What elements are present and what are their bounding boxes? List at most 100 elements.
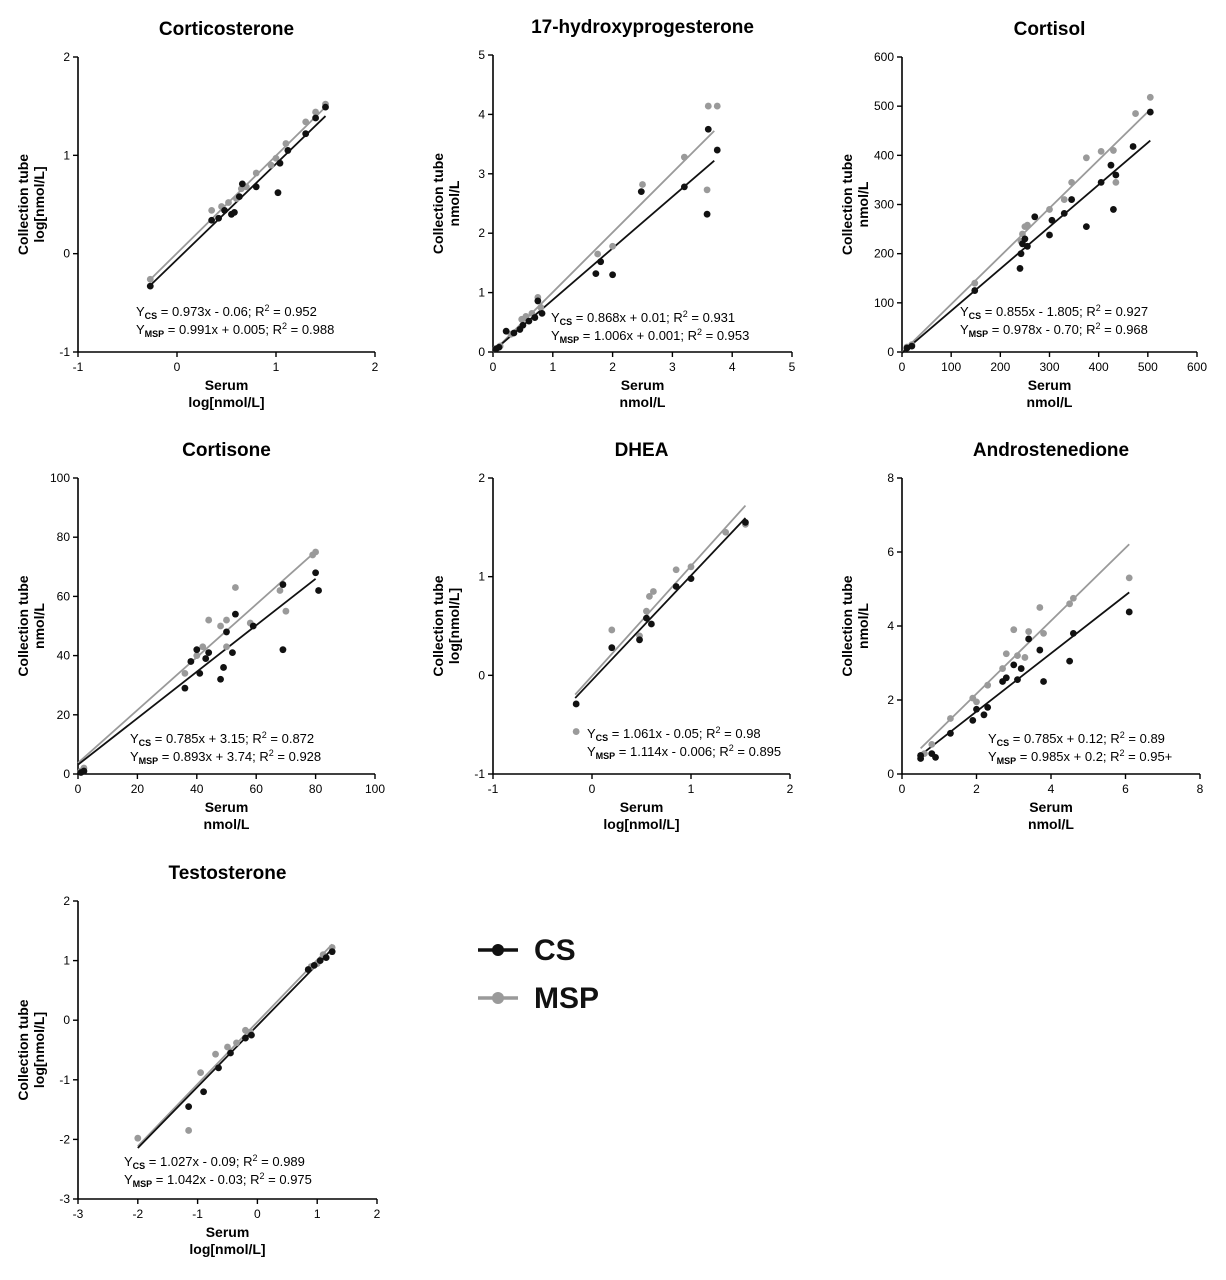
- chart-cortisol-y-tick-label: 600: [874, 50, 894, 64]
- chart-corticosterone-msp-point: [208, 207, 216, 214]
- chart-cortisone-y-tick-label: 20: [57, 708, 71, 722]
- chart-testosterone-cs-point: [322, 954, 330, 962]
- chart-dhea-cs-point: [672, 583, 680, 590]
- chart-testosterone-msp-point: [134, 1134, 142, 1142]
- chart-dhea-x-tick-label: 1: [688, 782, 695, 796]
- chart-cortisone-x-tick-label: 0: [75, 782, 82, 796]
- chart-cortisone-x-tick-label: 20: [131, 782, 145, 796]
- chart-corticosterone-cs-point: [235, 193, 243, 201]
- chart-androstenedione-msp-point: [1036, 604, 1044, 611]
- legend-label-msp: MSP: [534, 982, 599, 1015]
- chart-testosterone-y-tick-label: -1: [59, 1073, 70, 1087]
- chart-cortisone-cs-point: [181, 684, 189, 692]
- chart-androstenedione-cs-point: [969, 716, 977, 724]
- chart-cortisone-cs-point: [249, 622, 257, 630]
- chart-dhea-msp-point: [646, 593, 653, 600]
- chart-testosterone-cs-point: [248, 1031, 255, 1039]
- chart-testosterone-cs-point: [242, 1034, 249, 1042]
- chart-cortisone-y-tick-label: 100: [50, 471, 70, 485]
- chart-17-hydroxyprogesterone-msp-point: [639, 181, 646, 188]
- chart-17-hydroxyprogesterone-x-tick-label: 5: [789, 360, 796, 374]
- chart-17-hydroxyprogesterone-y-tick-label: 3: [478, 167, 485, 181]
- chart-corticosterone-cs-point: [312, 114, 319, 122]
- chart-testosterone-cs-point: [200, 1088, 207, 1096]
- chart-testosterone-cs-point: [227, 1049, 234, 1057]
- legend-marker-cs: [492, 944, 504, 956]
- chart-dhea-title: DHEA: [615, 440, 669, 461]
- chart-testosterone-xlabel: Serum log[nmol/L]: [189, 1224, 265, 1257]
- chart-androstenedione-ylabel: Collection tubenmol/L: [839, 575, 871, 676]
- chart-cortisone-msp-point: [199, 643, 207, 651]
- chart-17-hydroxyprogesterone-x-tick-label: 2: [609, 360, 616, 374]
- chart-androstenedione-cs-point: [947, 729, 954, 737]
- chart-corticosterone-y-tick-label: 2: [63, 50, 70, 64]
- chart-cortisone-cs-point: [205, 649, 213, 657]
- chart-corticosterone-x-tick-label: 1: [273, 360, 280, 374]
- chart-testosterone-x-tick-label: 2: [374, 1207, 381, 1221]
- chart-dhea-y-tick-label: 0: [478, 668, 485, 682]
- chart-corticosterone-y-tick-label: -1: [59, 345, 70, 359]
- chart-cortisone-cs-point: [187, 658, 195, 665]
- chart-cortisol-y-tick-label: 0: [887, 345, 894, 359]
- chart-cortisone-cs-point: [217, 675, 224, 683]
- chart-testosterone-y-tick-label: -2: [59, 1132, 70, 1146]
- chart-testosterone-cs-point: [215, 1064, 222, 1072]
- chart-17-hydroxyprogesterone-cs-point: [519, 321, 527, 329]
- chart-cortisol-msp-fit-line: [901, 108, 1151, 353]
- chart-androstenedione-cs-point: [1125, 608, 1133, 616]
- chart-testosterone-msp-point: [224, 1043, 231, 1051]
- chart-androstenedione-y-tick-label: 4: [887, 619, 894, 633]
- chart-cortisol-y-tick-label: 200: [874, 247, 894, 261]
- chart-cortisol-x-tick-label: 200: [990, 360, 1010, 374]
- chart-corticosterone-cs-point: [322, 103, 329, 111]
- chart-17-hydroxyprogesterone-equation-cs: YCS = 0.868x + 0.01; R2 = 0.931: [551, 309, 735, 327]
- chart-17-hydroxyprogesterone-y-tick-label: 0: [478, 345, 485, 359]
- chart-cortisol-ylabel: Collection tubenmol/L: [839, 154, 871, 255]
- chart-cortisone-x-tick-label: 80: [309, 782, 323, 796]
- chart-cortisol-cs-point: [1048, 216, 1056, 224]
- chart-cortisone-ylabel: Collection tubenmol/L: [15, 575, 47, 676]
- chart-androstenedione-y-tick-label: 2: [887, 693, 894, 707]
- chart-testosterone-cs-fit-line: [137, 948, 333, 1149]
- chart-androstenedione-cs-point: [1002, 674, 1010, 682]
- chart-17-hydroxyprogesterone-xlabel: Serum nmol/L: [620, 377, 666, 410]
- chart-cortisol-cs-point: [1016, 265, 1024, 272]
- chart-testosterone-msp-point: [233, 1039, 240, 1047]
- chart-cortisone-cs-point: [202, 655, 210, 662]
- chart-androstenedione-msp-fit-line: [919, 543, 1130, 750]
- chart-corticosterone-xlabel: Serum log[nmol/L]: [188, 377, 264, 410]
- chart-androstenedione-msp-point: [1021, 654, 1029, 661]
- chart-testosterone-y-tick-label: 2: [63, 894, 70, 908]
- chart-dhea-x-tick-label: -1: [488, 782, 499, 796]
- chart-cortisol-msp-point: [1112, 178, 1120, 186]
- chart-17-hydroxyprogesterone-cs-point: [609, 271, 616, 279]
- chart-cortisol-x-tick-label: 400: [1089, 360, 1109, 374]
- chart-corticosterone-x-tick-label: 0: [174, 360, 181, 374]
- chart-17-hydroxyprogesterone-cs-point: [525, 317, 533, 325]
- chart-testosterone-y-tick-label: 1: [63, 954, 70, 968]
- chart-androstenedione-cs-fit-line: [920, 591, 1130, 756]
- chart-dhea-y-tick-label: -1: [474, 767, 485, 781]
- chart-androstenedione-msp-point: [999, 665, 1006, 672]
- chart-dhea-cs-point: [572, 700, 580, 708]
- chart-cortisol-cs-point: [1129, 143, 1137, 150]
- chart-cortisol-msp-point: [1097, 148, 1105, 155]
- chart-corticosterone-ylabel: Collection tubelog[nmol/L]: [15, 154, 47, 255]
- chart-dhea-x-tick-label: 2: [787, 782, 794, 796]
- chart-testosterone-x-tick-label: -3: [73, 1207, 84, 1221]
- chart-androstenedione-msp-point: [1040, 630, 1047, 637]
- chart-cortisol-msp-point: [1023, 221, 1031, 229]
- chart-cortisone-cs-point: [220, 664, 227, 671]
- chart-cortisone-msp-point: [276, 587, 284, 594]
- chart-17-hydroxyprogesterone-cs-point: [703, 210, 711, 218]
- chart-dhea-ylabel: Collection tubelog[nmol/L]: [430, 575, 462, 676]
- chart-dhea-y-tick-label: 2: [478, 471, 485, 485]
- chart-cortisol-msp-point: [1046, 206, 1053, 213]
- chart-17-hydroxyprogesterone-cs-point: [510, 329, 518, 337]
- chart-cortisol-xlabel: Serum nmol/L: [1027, 377, 1073, 410]
- chart-androstenedione-cs-point: [984, 704, 992, 711]
- chart-cortisone-cs-point: [312, 569, 319, 577]
- chart-17-hydroxyprogesterone-cs-point: [713, 146, 721, 154]
- chart-androstenedione-cs-point: [1069, 630, 1077, 637]
